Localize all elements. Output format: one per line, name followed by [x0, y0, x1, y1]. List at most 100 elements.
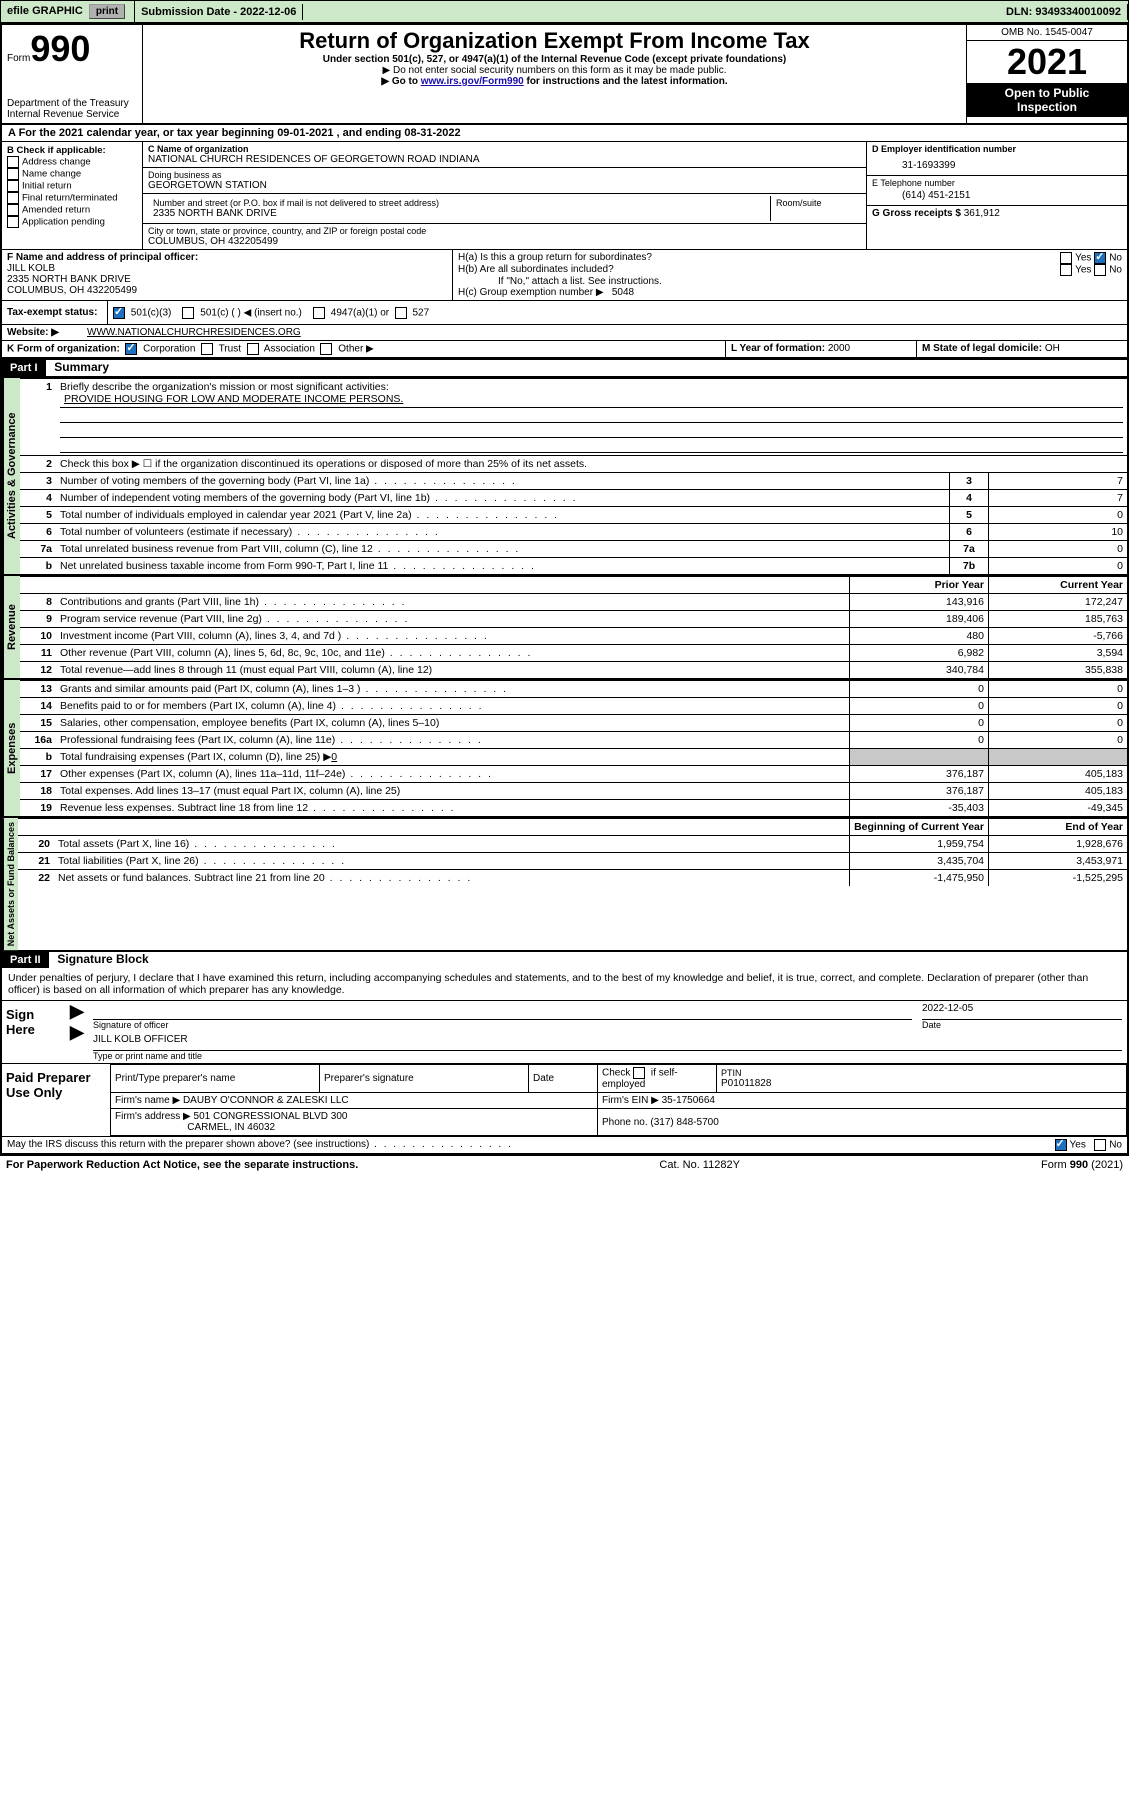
- cb-4947[interactable]: [313, 307, 325, 319]
- hdr-prior-year: Prior Year: [850, 577, 989, 594]
- l16b-val: 0: [331, 751, 337, 763]
- firm-phone-label: Phone no.: [602, 1117, 648, 1128]
- sig-date-label: Date: [922, 1020, 1122, 1030]
- cb-name-change[interactable]: [7, 168, 19, 180]
- l5-text: Total number of individuals employed in …: [56, 507, 950, 524]
- c9: 185,763: [989, 611, 1128, 628]
- l7a-text: Total unrelated business revenue from Pa…: [56, 541, 950, 558]
- cb-corp[interactable]: [125, 343, 137, 355]
- l3-text: Number of voting members of the governin…: [56, 473, 950, 490]
- print-button[interactable]: print: [89, 4, 125, 19]
- b-label: B Check if applicable:: [7, 145, 137, 156]
- p18: 376,187: [850, 783, 989, 800]
- part1-title: Summary: [48, 360, 109, 374]
- firm-name: DAUBY O'CONNOR & ZALESKI LLC: [183, 1095, 349, 1106]
- firm-addr2: CARMEL, IN 46032: [187, 1122, 275, 1133]
- cb-initial-return[interactable]: [7, 180, 19, 192]
- hdr-current-year: Current Year: [989, 577, 1128, 594]
- c10: -5,766: [989, 628, 1128, 645]
- l6-text: Total number of volunteers (estimate if …: [56, 524, 950, 541]
- cb-527[interactable]: [395, 307, 407, 319]
- dba-label: Doing business as: [148, 170, 861, 180]
- top-toolbar: efile GRAPHIC print Submission Date - 20…: [0, 0, 1129, 23]
- c-name-label: C Name of organization: [148, 144, 861, 154]
- hdr-eoy: End of Year: [989, 819, 1128, 836]
- sig-date-value: 2022-12-05: [922, 1003, 1122, 1020]
- l19-text: Revenue less expenses. Subtract line 18 …: [56, 800, 850, 817]
- tax-year: 2021: [967, 41, 1127, 83]
- cb-501c3[interactable]: [113, 307, 125, 319]
- cb-amended[interactable]: [7, 204, 19, 216]
- v6: 10: [989, 524, 1128, 541]
- cb-other[interactable]: [320, 343, 332, 355]
- cb-assoc[interactable]: [247, 343, 259, 355]
- l1-text: Briefly describe the organization's miss…: [60, 381, 389, 393]
- c13: 0: [989, 681, 1128, 698]
- i-501c3: 501(c)(3): [131, 308, 172, 319]
- prep-h1: Print/Type preparer's name: [111, 1065, 320, 1093]
- tab-net-assets: Net Assets or Fund Balances: [2, 818, 18, 950]
- p11: 6,982: [850, 645, 989, 662]
- cb-ha-no[interactable]: [1094, 252, 1106, 264]
- firm-phone: (317) 848-5700: [650, 1117, 718, 1128]
- street-value: 2335 NORTH BANK DRIVE: [153, 208, 765, 219]
- cb-self-employed[interactable]: [633, 1067, 645, 1079]
- cb-hb-yes[interactable]: [1060, 264, 1072, 276]
- l-label: L Year of formation:: [731, 343, 825, 354]
- b-final-return: Final return/terminated: [22, 193, 118, 204]
- cb-ha-yes[interactable]: [1060, 252, 1072, 264]
- hc-label: H(c) Group exemption number ▶: [458, 287, 604, 298]
- website-link[interactable]: WWW.NATIONALCHURCHRESIDENCES.ORG: [87, 327, 301, 338]
- cb-may-yes[interactable]: [1055, 1139, 1067, 1151]
- ein-value: 31-1693399: [872, 154, 1122, 173]
- c11: 3,594: [989, 645, 1128, 662]
- l-value: 2000: [828, 343, 850, 354]
- typeprint-label: Type or print name and title: [93, 1051, 1122, 1061]
- dln: DLN: 93493340010092: [1000, 4, 1128, 20]
- p22: -1,475,950: [850, 870, 989, 887]
- c18: 405,183: [989, 783, 1128, 800]
- otp-2: Inspection: [1017, 100, 1077, 114]
- cb-trust[interactable]: [201, 343, 213, 355]
- gross-receipts: 361,912: [964, 208, 1000, 219]
- l10-text: Investment income (Part VIII, column (A)…: [56, 628, 850, 645]
- omb-number: OMB No. 1545-0047: [967, 25, 1127, 41]
- prep-check-label: Check: [602, 1068, 630, 1079]
- irs-label: Internal Revenue Service: [7, 109, 137, 120]
- cb-address-change[interactable]: [7, 156, 19, 168]
- v4: 7: [989, 490, 1128, 507]
- l16a-text: Professional fundraising fees (Part IX, …: [56, 732, 850, 749]
- p13: 0: [850, 681, 989, 698]
- cb-final-return[interactable]: [7, 192, 19, 204]
- sign-here-label: Sign Here: [2, 1001, 70, 1063]
- note-goto-post: for instructions and the latest informat…: [524, 76, 728, 87]
- footer-form-num: 990: [1070, 1159, 1088, 1171]
- form-container: Form990 Department of the Treasury Inter…: [0, 23, 1129, 1155]
- hb-yes: Yes: [1075, 265, 1091, 276]
- l12-text: Total revenue—add lines 8 through 11 (mu…: [56, 662, 850, 679]
- cb-501c[interactable]: [182, 307, 194, 319]
- b-amended: Amended return: [22, 205, 90, 216]
- cb-app-pending[interactable]: [7, 216, 19, 228]
- ptin-value: P01011828: [721, 1078, 1122, 1089]
- v7a: 0: [989, 541, 1128, 558]
- ha-label: H(a) Is this a group return for subordin…: [458, 252, 1060, 264]
- l21-text: Total liabilities (Part X, line 26): [54, 853, 850, 870]
- ha-no: No: [1109, 253, 1122, 264]
- cb-may-no[interactable]: [1094, 1139, 1106, 1151]
- officer-name: JILL KOLB: [7, 263, 447, 274]
- l16b-text: Total fundraising expenses (Part IX, col…: [60, 751, 331, 763]
- b-initial-return: Initial return: [22, 181, 72, 192]
- m-value: OH: [1045, 343, 1060, 354]
- cb-hb-no[interactable]: [1094, 264, 1106, 276]
- irs-link[interactable]: www.irs.gov/Form990: [421, 76, 524, 87]
- prep-h3: Date: [529, 1065, 598, 1093]
- may-no: No: [1109, 1140, 1122, 1151]
- c21: 3,453,971: [989, 853, 1128, 870]
- e-label: E Telephone number: [872, 178, 1122, 188]
- b-name-change: Name change: [22, 169, 81, 180]
- city-value: COLUMBUS, OH 432205499: [148, 236, 861, 247]
- firm-addr-label: Firm's address ▶: [115, 1111, 191, 1122]
- i-4947: 4947(a)(1) or: [331, 308, 389, 319]
- p20: 1,959,754: [850, 836, 989, 853]
